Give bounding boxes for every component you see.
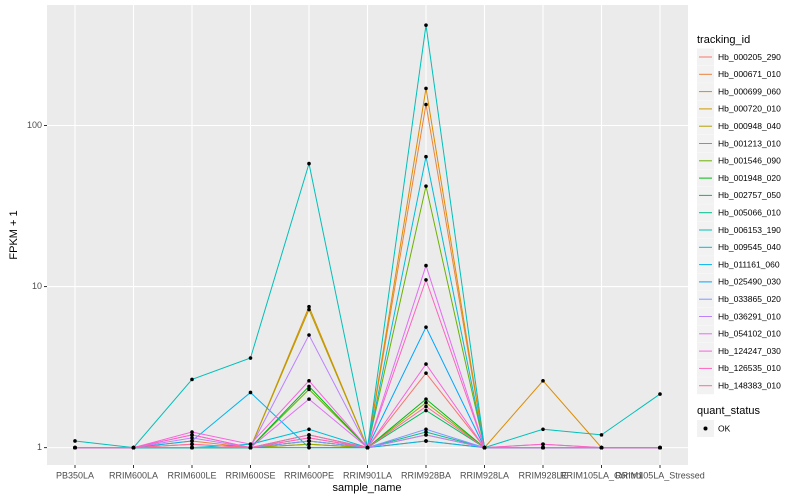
data-point: [424, 408, 428, 413]
data-point: [658, 445, 662, 450]
x-tick-label: RRIM928LA: [460, 470, 509, 480]
data-point: [307, 307, 311, 312]
data-point: [307, 436, 311, 440]
data-point: [424, 86, 428, 91]
data-point: [307, 427, 311, 432]
legend-label: Hb_001213_010: [718, 138, 781, 148]
legend-label: Hb_011161_060: [718, 259, 780, 269]
data-point: [365, 445, 370, 450]
x-tick-label: RRIM901LA: [343, 470, 392, 480]
data-point: [307, 442, 311, 447]
legend-label: Hb_148383_010: [718, 380, 781, 390]
data-point: [541, 378, 545, 383]
data-point: [307, 387, 311, 392]
data-point: [541, 445, 545, 450]
data-point: [190, 439, 194, 443]
legend-label: OK: [718, 423, 731, 433]
data-point: [248, 390, 253, 395]
data-point: [307, 397, 311, 401]
legend-label: Hb_002757_050: [718, 190, 781, 200]
data-point: [424, 397, 428, 401]
legend-point: [703, 426, 708, 431]
y-tick-label: 10: [32, 281, 42, 291]
data-point: [248, 445, 253, 450]
data-point: [73, 439, 77, 443]
legend-label: Hb_000720_010: [718, 104, 781, 114]
legend-label: Hb_126535_010: [718, 363, 781, 373]
x-tick-label: PB350LA: [56, 470, 94, 480]
data-point: [307, 161, 311, 166]
data-point: [658, 392, 662, 396]
data-point: [131, 445, 136, 450]
y-axis-title: FPKM + 1: [8, 210, 20, 259]
data-point: [307, 433, 311, 437]
data-point: [190, 442, 194, 447]
data-point: [248, 442, 253, 447]
data-point: [307, 304, 311, 309]
data-point: [424, 278, 428, 282]
data-point: [424, 439, 428, 443]
legend-label: Hb_001546_090: [718, 156, 781, 166]
data-point: [248, 356, 253, 360]
point-legend-title: quant_status: [697, 405, 760, 417]
data-point: [424, 263, 428, 268]
data-point: [190, 433, 194, 437]
data-point: [482, 445, 487, 450]
data-point: [424, 430, 428, 434]
data-point: [307, 439, 311, 443]
x-tick-label: RRIM600PE: [284, 470, 334, 480]
data-point: [190, 430, 194, 434]
data-point: [424, 371, 428, 375]
y-tick-label: 100: [27, 120, 42, 130]
legend-label: Hb_124247_030: [718, 346, 781, 356]
legend-label: Hb_000205_290: [718, 52, 781, 62]
x-tick-label: RRIM600LA: [109, 470, 158, 480]
data-point: [307, 384, 311, 389]
x-axis-title: sample_name: [332, 482, 401, 494]
legend-label: Hb_036291_010: [718, 311, 781, 321]
data-point: [424, 154, 428, 159]
data-point: [307, 445, 311, 450]
data-point: [424, 404, 428, 409]
y-tick-label: 1: [37, 442, 42, 452]
x-tick-label: RRIM928BA: [401, 470, 451, 480]
data-point: [307, 333, 311, 337]
x-tick-label: RRIM928LE: [518, 470, 567, 480]
data-point: [424, 184, 428, 188]
legend-label: Hb_000671_010: [718, 69, 781, 79]
legend-label: Hb_006153_190: [718, 225, 781, 235]
data-point: [424, 102, 428, 107]
data-point: [424, 433, 428, 437]
data-point: [190, 377, 194, 382]
data-point: [599, 433, 604, 437]
data-point: [424, 400, 428, 405]
data-point: [541, 427, 545, 432]
x-tick-label: RRIM105LA_Control: [560, 470, 643, 480]
legend-label: Hb_054102_010: [718, 329, 781, 339]
legend-label: Hb_001948_020: [718, 173, 781, 183]
data-point: [424, 23, 428, 27]
data-point: [424, 427, 428, 432]
x-tick-label: RRIM600SE: [225, 470, 275, 480]
data-point: [424, 362, 428, 366]
legend-label: Hb_000699_060: [718, 86, 781, 96]
data-point: [190, 445, 194, 450]
x-tick-label: RRIM105LA_Stressed: [615, 470, 705, 480]
legend-title: tracking_id: [697, 34, 750, 46]
legend-label: Hb_025490_030: [718, 277, 781, 287]
legend-label: Hb_009545_040: [718, 242, 781, 252]
x-tick-label: RRIM600LE: [167, 470, 216, 480]
data-point: [307, 378, 311, 383]
legend-label: Hb_000948_040: [718, 121, 781, 131]
data-point: [73, 445, 77, 450]
data-point: [599, 445, 604, 450]
data-point: [541, 442, 545, 447]
data-point: [424, 325, 428, 329]
legend-label: Hb_005066_010: [718, 207, 781, 217]
legend-label: Hb_033865_020: [718, 294, 781, 304]
data-point: [190, 436, 194, 440]
